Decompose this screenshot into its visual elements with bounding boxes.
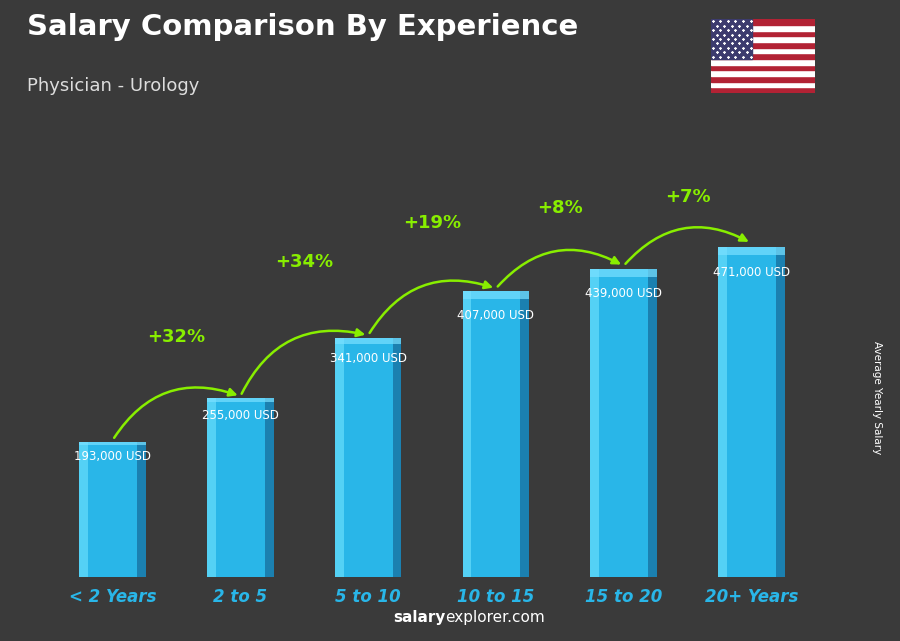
- Text: 439,000 USD: 439,000 USD: [585, 287, 662, 301]
- Bar: [711, 42, 814, 47]
- Text: +7%: +7%: [665, 188, 710, 206]
- Bar: [711, 59, 814, 65]
- Text: Salary Comparison By Experience: Salary Comparison By Experience: [27, 13, 578, 41]
- Bar: [718, 247, 727, 577]
- Bar: [711, 25, 814, 31]
- Bar: [711, 65, 814, 71]
- Text: +8%: +8%: [537, 199, 582, 217]
- Bar: [711, 31, 814, 37]
- Text: 341,000 USD: 341,000 USD: [329, 352, 407, 365]
- Text: Average Yearly Salary: Average Yearly Salary: [872, 341, 883, 454]
- Bar: [137, 442, 146, 577]
- Bar: [463, 292, 472, 577]
- Text: +19%: +19%: [403, 214, 461, 232]
- Bar: [463, 292, 529, 577]
- Bar: [335, 338, 344, 577]
- Bar: [718, 247, 785, 254]
- Bar: [265, 398, 274, 577]
- Bar: [335, 338, 401, 344]
- Bar: [590, 269, 657, 277]
- Bar: [711, 76, 814, 81]
- Bar: [711, 71, 814, 76]
- Bar: [711, 19, 814, 25]
- Text: Physician - Urology: Physician - Urology: [27, 77, 200, 95]
- Text: 471,000 USD: 471,000 USD: [713, 266, 790, 279]
- Bar: [79, 442, 88, 577]
- Bar: [207, 398, 274, 577]
- Bar: [776, 247, 785, 577]
- Bar: [590, 269, 657, 577]
- Bar: [648, 269, 657, 577]
- Bar: [711, 87, 814, 93]
- Bar: [711, 37, 814, 42]
- Bar: [207, 398, 216, 577]
- Text: +34%: +34%: [275, 253, 333, 271]
- Bar: [711, 53, 814, 59]
- Bar: [207, 398, 274, 403]
- Bar: [711, 19, 752, 59]
- Bar: [79, 442, 146, 577]
- Bar: [335, 338, 401, 577]
- Bar: [79, 442, 146, 445]
- Bar: [718, 247, 785, 577]
- Bar: [520, 292, 529, 577]
- Text: 407,000 USD: 407,000 USD: [457, 308, 535, 322]
- Text: 255,000 USD: 255,000 USD: [202, 409, 279, 422]
- Bar: [392, 338, 401, 577]
- Bar: [463, 292, 529, 299]
- Text: explorer.com: explorer.com: [446, 610, 545, 625]
- Text: 193,000 USD: 193,000 USD: [74, 449, 151, 463]
- Bar: [590, 269, 599, 577]
- Bar: [711, 81, 814, 87]
- Text: salary: salary: [393, 610, 446, 625]
- Text: +32%: +32%: [148, 328, 205, 346]
- Bar: [711, 47, 814, 53]
